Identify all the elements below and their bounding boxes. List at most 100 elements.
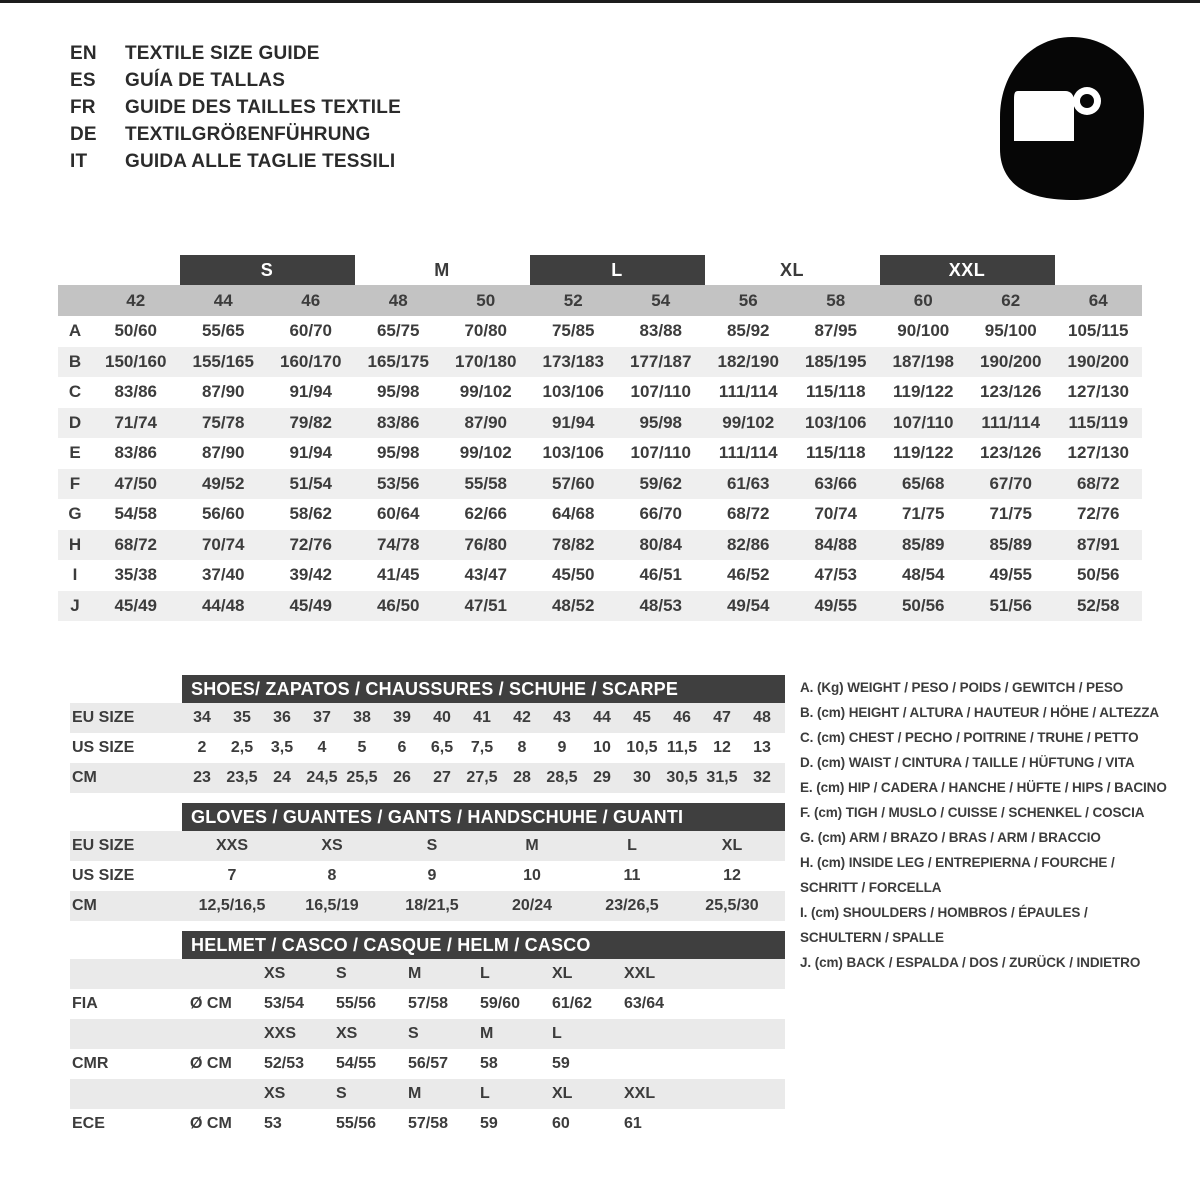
table-cell: 71/75 xyxy=(901,504,945,524)
helmet-size-label: S xyxy=(408,1025,419,1042)
table-cell: 68/72 xyxy=(114,534,158,554)
legend-line: SCHULTERN / SPALLE xyxy=(800,930,944,945)
table-row: H 68/72 70/74 72/76 74/78 76/80 78/82 80/84 82/8… xyxy=(58,529,1142,560)
title-block: EN TEXTILE SIZE GUIDE ES GUÍA DE TALLAS … xyxy=(70,43,401,178)
gloves-row: EU SIZE XXS XS S M L XL xyxy=(70,831,785,861)
title-row-es: ES GUÍA DE TALLAS xyxy=(70,70,401,97)
title-lang-fr: FR xyxy=(70,97,96,118)
shoes-cell: 6 xyxy=(397,739,407,756)
table-cell: 170/180 xyxy=(455,351,517,371)
table-cell: 47/53 xyxy=(814,565,858,585)
title-text-fr: GUIDE DES TAILLES TEXTILE xyxy=(125,97,401,118)
table-row: B 150/160 155/165 160/170 165/175 170/180 173/… xyxy=(58,346,1142,377)
measurement-legend: A. (Kg) WEIGHT / PESO / POIDS / GEWITCH … xyxy=(800,675,1167,975)
table-row: F 47/50 49/52 51/54 53/56 55/58 57/60 59/62 61/6… xyxy=(58,468,1142,499)
helmet-value-cell: 54/55 xyxy=(336,1055,377,1072)
helmet-value-cell: 58 xyxy=(480,1055,498,1072)
shoes-cell: 32 xyxy=(753,769,771,786)
table-cell: 87/91 xyxy=(1076,534,1120,554)
shoes-table: SHOES/ ZAPATOS / CHAUSSURES / SCHUHE / S… xyxy=(70,675,785,793)
size-band-row: S M L XL XXL xyxy=(58,255,1142,285)
gloves-cell: XS xyxy=(321,837,343,854)
helmet-size-label: L xyxy=(480,1085,490,1102)
table-cell: 71/74 xyxy=(114,412,158,432)
table-cell: 80/84 xyxy=(639,534,683,554)
table-cell: 115/118 xyxy=(805,443,866,463)
table-cell: 187/198 xyxy=(892,351,954,371)
table-cell: 39/42 xyxy=(289,565,333,585)
table-cell: 190/200 xyxy=(1067,351,1129,371)
legend-line: G. (cm) ARM / BRAZO / BRAS / ARM / BRACC… xyxy=(800,830,1101,845)
table-cell: 79/82 xyxy=(289,412,333,432)
table-cell: 49/54 xyxy=(726,595,770,615)
gloves-body: EU SIZE XXS XS S M L XL US SIZE 7 8 9 10 11 12 CM 12,5/… xyxy=(70,831,785,921)
shoes-cell: 27 xyxy=(433,769,451,786)
table-cell: 41/45 xyxy=(376,565,420,585)
table-cell: 53/56 xyxy=(376,473,420,493)
table-cell: 72/76 xyxy=(289,534,333,554)
shoes-cell: 2 xyxy=(197,739,207,756)
gloves-title-spacer xyxy=(70,803,182,831)
shoes-cell: 8 xyxy=(517,739,527,756)
gloves-title-row: GLOVES / GUANTES / GANTS / HANDSCHUHE / … xyxy=(70,803,785,831)
shoes-cell: 4 xyxy=(317,739,327,756)
table-cell: 35/38 xyxy=(114,565,158,585)
helmet-sizes-row: XXS XS S M L xyxy=(70,1019,785,1049)
helmet-size-label: XL xyxy=(552,965,573,982)
table-cell: 99/102 xyxy=(722,412,775,432)
table-cell: 65/75 xyxy=(376,321,420,341)
row-label-F: F xyxy=(69,473,81,493)
table-cell: 91/94 xyxy=(289,443,333,463)
table-cell: 173/183 xyxy=(542,351,604,371)
shoes-cell: 34 xyxy=(193,709,211,726)
title-row-it: IT GUIDA ALLE TAGLIE TESSILI xyxy=(70,151,401,178)
table-cell: 56/60 xyxy=(201,504,245,524)
shoes-cell: 41 xyxy=(473,709,491,726)
table-cell: 177/187 xyxy=(630,351,692,371)
table-cell: 83/86 xyxy=(114,443,158,463)
table-cell: 78/82 xyxy=(551,534,595,554)
table-cell: 85/89 xyxy=(901,534,945,554)
table-cell: 44/48 xyxy=(201,595,245,615)
table-cell: 82/86 xyxy=(726,534,770,554)
helmet-size-label: XS xyxy=(264,965,286,982)
table-cell: 115/119 xyxy=(1068,412,1129,432)
size-band-m: M xyxy=(434,259,450,280)
helmet-sizes-cells: XS S M L XL XXL xyxy=(182,959,785,989)
table-row: G 54/58 56/60 58/62 60/64 62/66 64/68 66/70 68/7… xyxy=(58,499,1142,530)
legend-line: H. (cm) INSIDE LEG / ENTREPIERNA / FOURC… xyxy=(800,855,1115,870)
shoes-title-spacer xyxy=(70,675,182,703)
table-cell: 67/70 xyxy=(989,473,1033,493)
row-label-H: H xyxy=(68,534,82,554)
shoes-cell: 10,5 xyxy=(626,739,658,756)
helmet-value-cell xyxy=(616,1049,688,1079)
title-text-en: TEXTILE SIZE GUIDE xyxy=(125,43,320,64)
row-label-D: D xyxy=(68,412,82,432)
helmet-table: HELMET / CASCO / CASQUE / HELM / CASCO X… xyxy=(70,931,785,1139)
gloves-cells: XXS XS S M L XL xyxy=(182,831,785,861)
table-cell: 182/190 xyxy=(717,351,779,371)
legend-line: A. (Kg) WEIGHT / PESO / POIDS / GEWITCH … xyxy=(800,680,1124,695)
table-cell: 83/86 xyxy=(376,412,420,432)
table-row: C 83/86 87/90 91/94 95/98 99/102 103/106 107/11… xyxy=(58,377,1142,408)
shoes-cell: 47 xyxy=(713,709,731,726)
helmet-title: HELMET / CASCO / CASQUE / HELM / CASCO xyxy=(182,931,785,959)
table-cell: 75/85 xyxy=(551,321,595,341)
shoes-cell: 46 xyxy=(673,709,691,726)
size-number-header-row: 42 44 46 48 50 52 54 56 58 60 62 64 xyxy=(58,285,1142,316)
helmet-value-cell: 55/56 xyxy=(336,1115,377,1132)
table-cell: 70/80 xyxy=(464,321,508,341)
shoes-body: EU SIZE 34 35 36 37 38 39 40 41 42 43 44 45 46 47 48 US … xyxy=(70,703,785,793)
shoes-cell: 28 xyxy=(513,769,531,786)
helmet-value-cell: 63/64 xyxy=(624,995,665,1012)
shoes-cells: 2 2,5 3,5 4 5 6 6,5 7,5 8 9 10 10,5 11,5 12 13 xyxy=(182,733,785,763)
table-cell: 90/100 xyxy=(897,321,950,341)
table-cell: 46/52 xyxy=(726,565,770,585)
gloves-row-label: EU SIZE xyxy=(72,837,135,854)
table-cell: 75/78 xyxy=(201,412,245,432)
shoes-cell: 44 xyxy=(593,709,611,726)
size-number-46: 46 xyxy=(301,290,321,310)
helmet-size-label: M xyxy=(408,1085,422,1102)
table-cell: 95/98 xyxy=(639,412,683,432)
table-cell: 43/47 xyxy=(464,565,508,585)
